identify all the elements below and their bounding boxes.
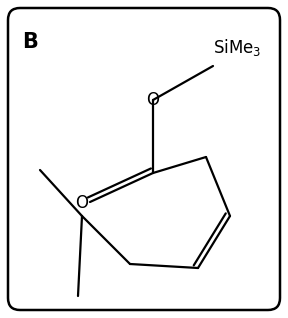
Text: O: O xyxy=(147,91,160,109)
Text: SiMe$_3$: SiMe$_3$ xyxy=(213,37,262,58)
Text: O: O xyxy=(75,194,88,212)
Text: B: B xyxy=(22,32,38,52)
